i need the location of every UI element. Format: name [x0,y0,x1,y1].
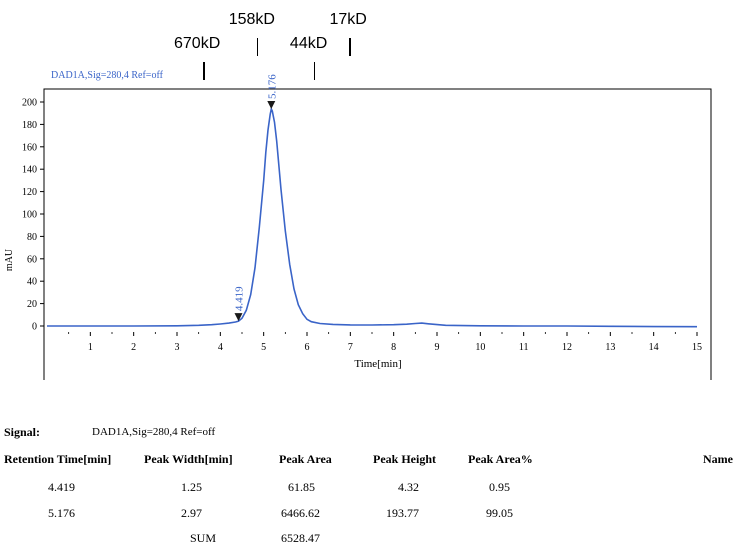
y-tick-label: 0 [32,322,37,333]
cell-peak-area-percent: 0.95 [489,480,510,494]
signal-value: DAD1A,Sig=280,4 Ref=off [92,426,216,438]
peak-markers: 4.419 5.176 [233,74,278,322]
y-axis: 0 20 40 60 80 100 120 140 160 180 200 [22,98,44,333]
peak-triangle-marker [234,313,243,322]
cell-peak-width: 2.97 [181,506,202,520]
chromatogram-chart: DAD1A,Sig=280,4 Ref=off 0 20 40 60 80 100 120 1… [4,70,712,380]
y-tick-label: 20 [27,299,37,310]
mw-marker-label: 670kD [174,35,221,52]
x-tick-label: 12 [562,342,572,353]
peak-time-label: 4.419 [233,286,245,311]
mw-marker-label: 17kD [329,11,367,28]
x-tick-label: 9 [435,342,440,353]
x-tick-label: 11 [519,342,529,353]
x-tick-label: 15 [692,342,702,353]
y-tick-label: 140 [22,165,37,176]
y-axis-label: mAU [4,248,15,271]
mw-marker-tick [313,62,316,80]
cell-peak-area-percent: 99.05 [486,506,513,520]
x-axis: 1 2 3 4 5 6 7 8 9 10 11 12 13 14 15 [68,332,702,353]
peak-time-label: 5.176 [266,74,278,99]
header-retention-time: Retention Time[min] [4,452,112,466]
y-tick-label: 40 [27,277,37,288]
peak-triangle-marker [267,100,276,109]
header-peak-area: Peak Area [279,452,332,466]
x-tick-label: 14 [649,342,659,353]
header-peak-area-percent: Peak Area% [468,452,533,466]
cell-peak-height: 193.77 [386,506,419,520]
header-name: Name [703,452,733,466]
x-tick-label: 6 [305,342,310,353]
y-tick-label: 120 [22,187,37,198]
mw-marker-tick [203,62,205,80]
signal-title: DAD1A,Sig=280,4 Ref=off [51,70,164,81]
cell-peak-area: 61.85 [288,480,315,494]
x-tick-label: 2 [131,342,136,353]
header-peak-height: Peak Height [373,452,436,466]
x-tick-label: 7 [348,342,353,353]
x-tick-label: 4 [218,342,223,353]
sum-value: 6528.47 [281,531,320,545]
signal-label: Signal: [4,425,41,439]
mw-marker-tick [349,38,351,56]
y-tick-label: 180 [22,120,37,131]
y-tick-label: 100 [22,210,37,221]
mw-marker-label: 158kD [228,11,275,28]
x-tick-label: 3 [175,342,180,353]
x-tick-label: 1 [88,342,93,353]
mw-marker-tick [256,38,259,56]
y-tick-label: 80 [27,232,37,243]
x-tick-label: 8 [391,342,396,353]
x-tick-label: 10 [475,342,485,353]
x-axis-label: Time[min] [354,358,401,370]
x-tick-label: 13 [605,342,615,353]
x-tick-label: 5 [261,342,266,353]
cell-retention-time: 4.419 [48,480,75,494]
cell-peak-width: 1.25 [181,480,202,494]
cell-retention-time: 5.176 [48,506,75,520]
cell-peak-height: 4.32 [398,480,419,494]
cell-peak-area: 6466.62 [281,506,320,520]
y-tick-label: 60 [27,254,37,265]
plot-frame [43,88,712,380]
y-tick-label: 200 [22,98,37,109]
header-peak-width: Peak Width[min] [144,452,233,466]
mw-marker-label: 44kD [289,35,328,52]
y-tick-label: 160 [22,142,37,153]
sum-label: SUM [190,531,217,545]
chromatogram-trace [47,106,698,328]
